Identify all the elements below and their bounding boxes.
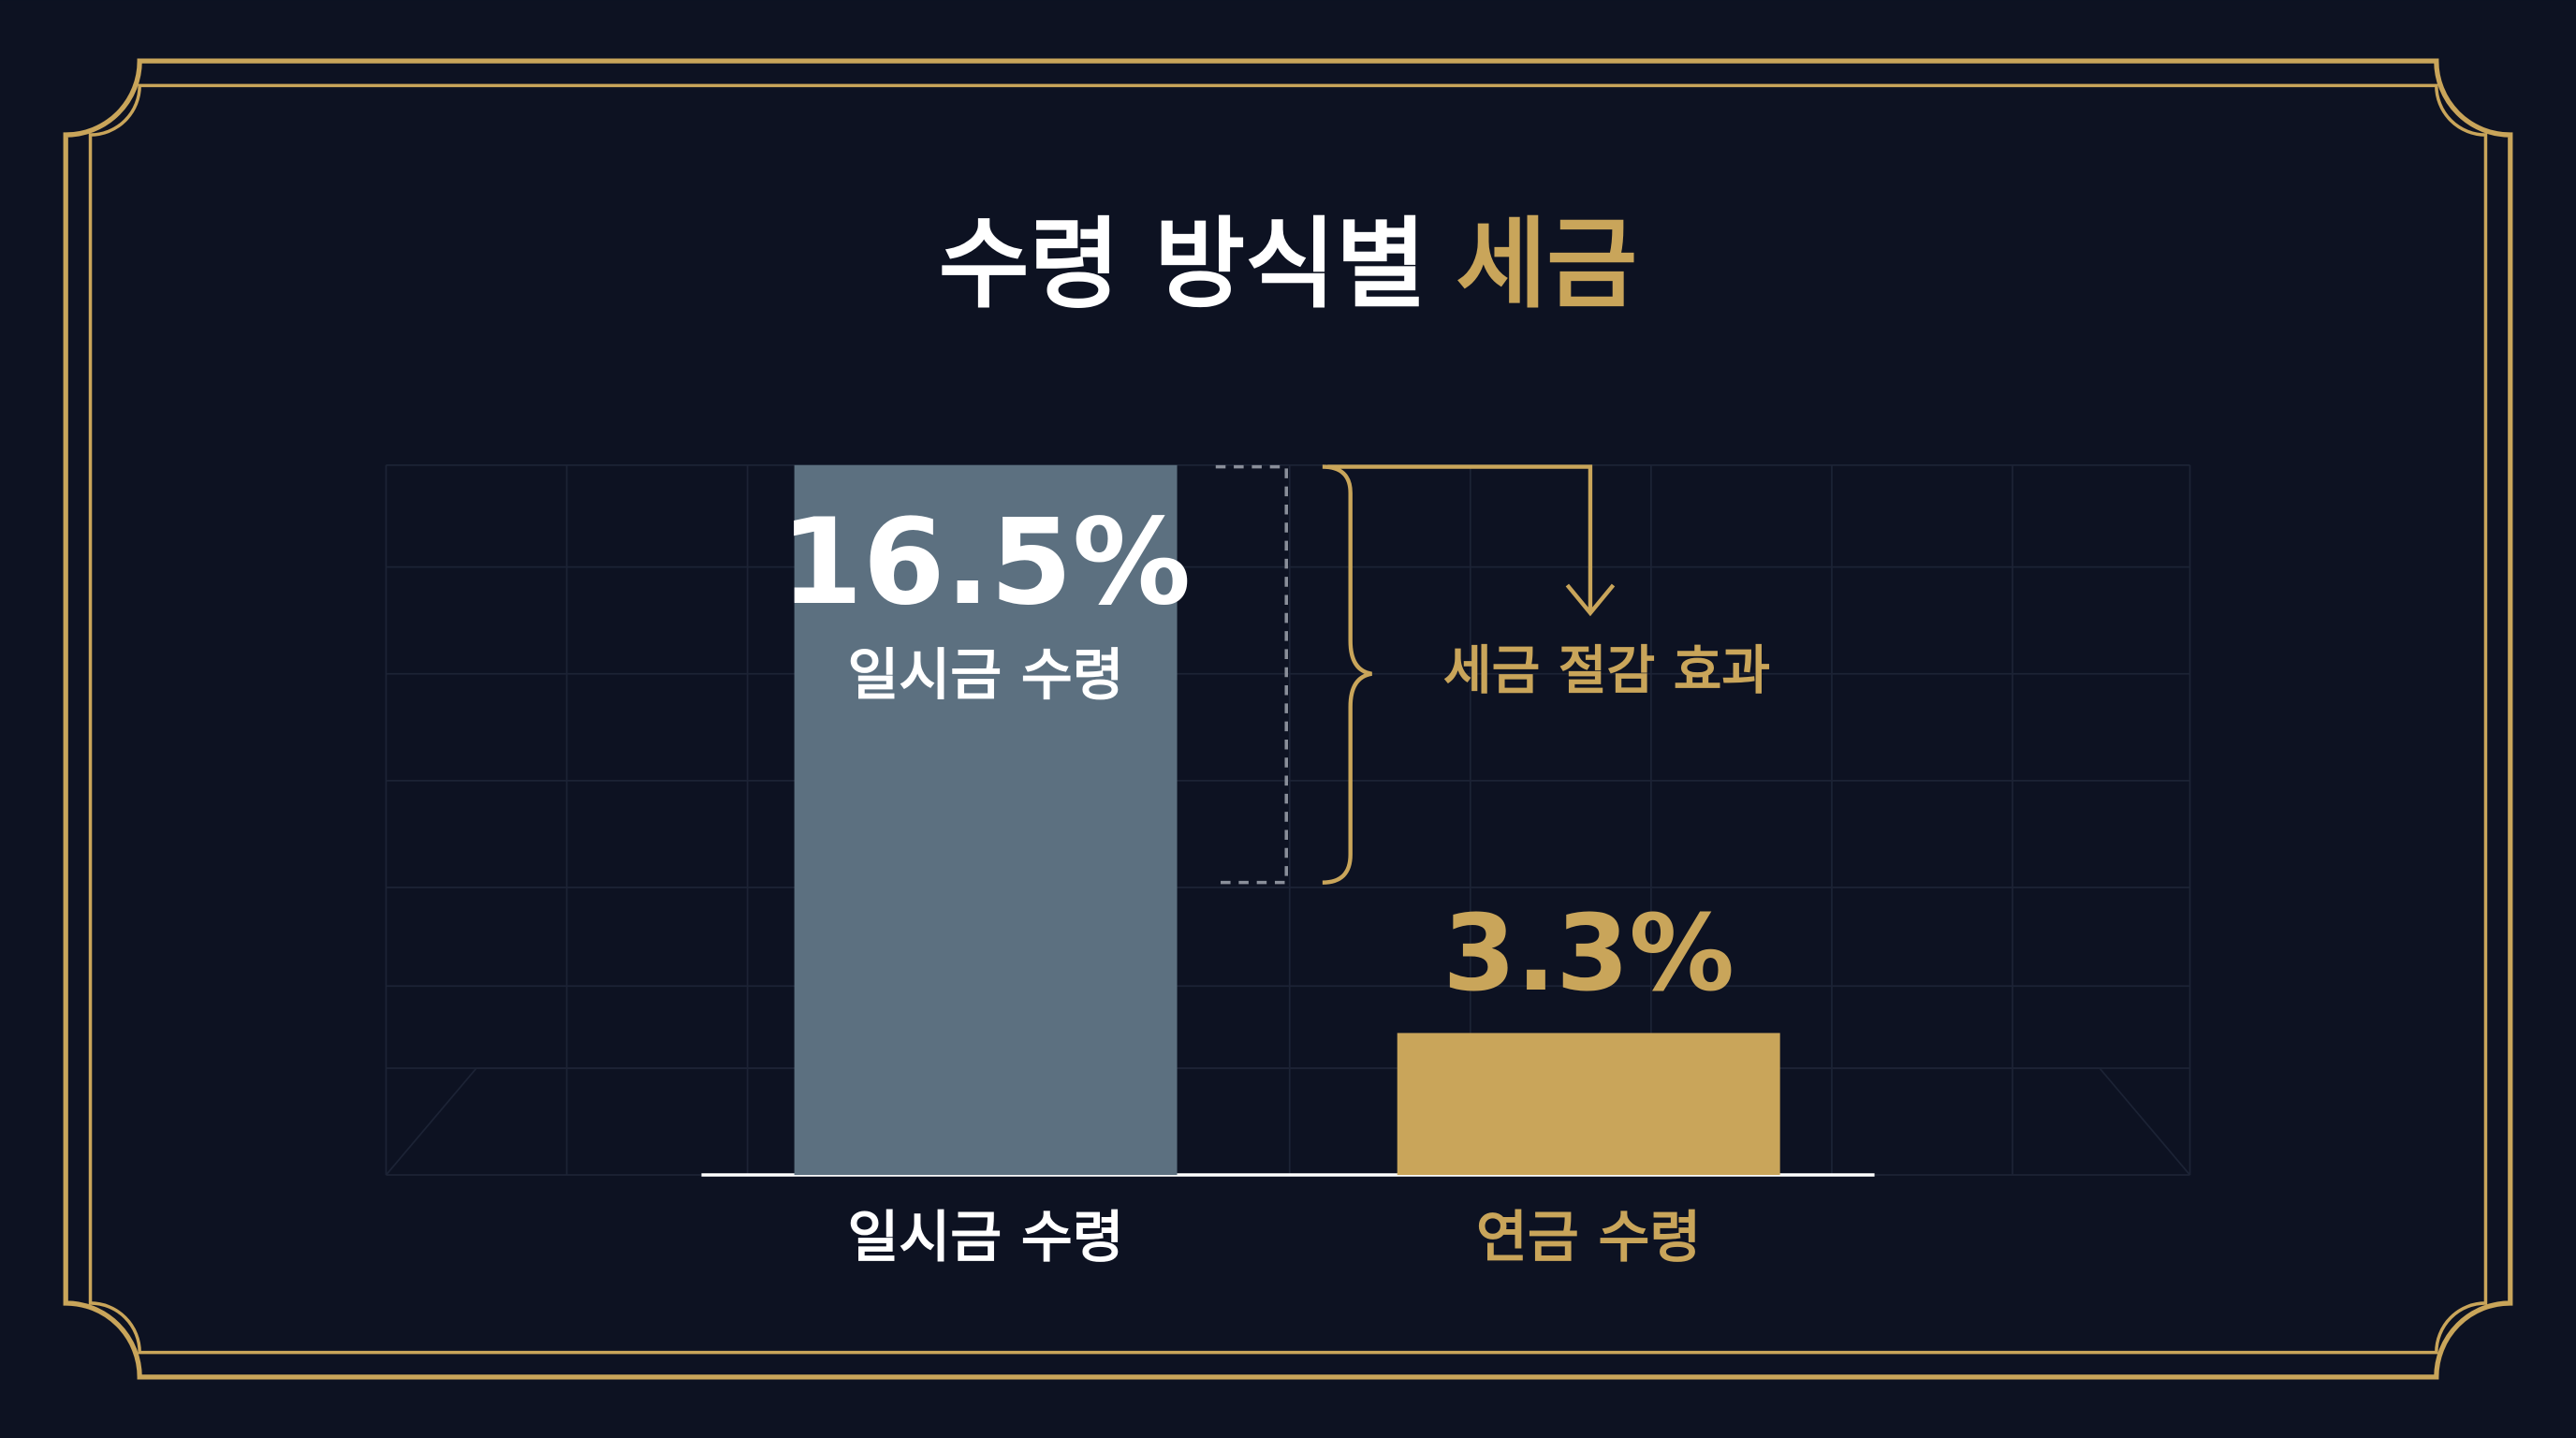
bar [1397,1033,1780,1176]
bar [794,464,1178,1176]
brace [1322,464,1372,885]
bar-inner-label: 일시금 수령 [847,644,1123,709]
title-highlight: 세금 [1456,207,1637,322]
value-label: 16.5% [781,493,1191,631]
annotation: 세금 절감 효과 [1443,640,1770,701]
difference-guide [1215,464,1288,885]
arrow [1327,464,1616,617]
outer-frame [63,58,2513,1380]
x-tick-label: 일시금 수령 [847,1206,1123,1270]
x-tick-label: 연금 수령 [1476,1206,1701,1270]
inner-frame [88,83,2488,1355]
title-part: 수령 방식별 [939,207,1427,322]
chart-title: 수령 방식별 세금 [939,207,1637,322]
value-label: 3.3% [1442,893,1734,1015]
